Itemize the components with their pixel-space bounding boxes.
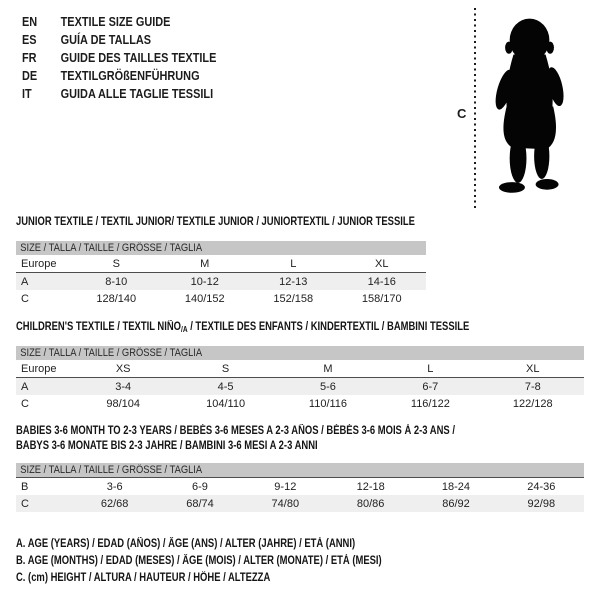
size-cell: 3-4 bbox=[72, 377, 175, 395]
table-row-height: C 128/140 140/152 152/158 158/170 bbox=[16, 290, 426, 307]
language-title: GUIDA ALLE TAGLIE TESSILI bbox=[60, 86, 214, 101]
size-cell: 12-18 bbox=[356, 480, 385, 493]
size-cell: 24-36 bbox=[527, 480, 556, 493]
size-cell: 158/170 bbox=[361, 292, 402, 305]
babies-title-line2: BABYS 3-6 MONATE BIS 2-3 JAHRE / BAMBINI… bbox=[16, 440, 318, 452]
table-row-age: A 3-4 4-5 5-6 6-7 7-8 bbox=[16, 377, 584, 395]
size-cell: 6-7 bbox=[379, 377, 482, 395]
size-header-bar: SIZE / TALLA / TAILLE / GRÖSSE / TAGLIA bbox=[16, 463, 584, 478]
language-title: GUÍA DE TALLAS bbox=[60, 32, 152, 47]
size-cell: 62/68 bbox=[72, 495, 158, 512]
legend-line-height: C. (cm) HEIGHT / ALTURA / HAUTEUR / HÖHE… bbox=[16, 572, 271, 584]
size-cell: 9-12 bbox=[274, 480, 297, 493]
size-cell: 7-8 bbox=[481, 377, 584, 395]
size-cell: 116/122 bbox=[410, 397, 450, 410]
size-cell: XL bbox=[337, 255, 426, 273]
language-title-list: EN TEXTILE SIZE GUIDE ES GUÍA DE TALLAS … bbox=[22, 13, 216, 103]
babies-size-table: SIZE / TALLA / TAILLE / GRÖSSE / TAGLIA … bbox=[16, 463, 584, 512]
size-header-label: SIZE / TALLA / TAILLE / GRÖSSE / TAGLIA bbox=[20, 347, 203, 359]
size-cell: 86/92 bbox=[413, 495, 499, 512]
height-c-label: C bbox=[457, 106, 467, 121]
language-code: FR bbox=[22, 50, 37, 65]
size-cell: 152/158 bbox=[273, 292, 314, 305]
legend-line-age-years: A. AGE (YEARS) / EDAD (AÑOS) / ÂGE (ANS)… bbox=[16, 538, 356, 550]
children-size-table: SIZE / TALLA / TAILLE / GRÖSSE / TAGLIA … bbox=[16, 346, 584, 412]
size-cell: 3-6 bbox=[106, 480, 123, 493]
size-header-bar: SIZE / TALLA / TAILLE / GRÖSSE / TAGLIA bbox=[16, 241, 426, 255]
children-title-suffix: / TEXTILE DES ENFANTS / KINDERTEXTIL / B… bbox=[187, 321, 470, 333]
row-label: A bbox=[16, 272, 72, 290]
size-cell: 140/152 bbox=[184, 292, 225, 305]
table-row-europe: Europe S M L XL bbox=[16, 255, 426, 273]
language-row-it: IT GUIDA ALLE TAGLIE TESSILI bbox=[22, 85, 216, 103]
language-code: IT bbox=[22, 86, 32, 101]
size-cell: 4-5 bbox=[174, 377, 277, 395]
size-cell: 12-13 bbox=[249, 272, 338, 290]
table-row-age: A 8-10 10-12 12-13 14-16 bbox=[16, 272, 426, 290]
table-row-height: C 62/68 68/74 74/80 80/86 86/92 92/98 bbox=[16, 495, 584, 512]
junior-table-title: JUNIOR TEXTILE / TEXTIL JUNIOR/ TEXTILE … bbox=[16, 216, 415, 228]
language-row-fr: FR GUIDE DES TAILLES TEXTILE bbox=[22, 49, 216, 67]
size-cell: XS bbox=[72, 360, 175, 378]
size-cell: L bbox=[249, 255, 338, 273]
toddler-silhouette-icon bbox=[495, 18, 564, 193]
language-row-es: ES GUÍA DE TALLAS bbox=[22, 31, 216, 49]
size-cell: S bbox=[174, 360, 277, 378]
size-cell: 110/116 bbox=[308, 397, 348, 410]
size-cell: 74/80 bbox=[242, 495, 328, 512]
measurement-legend: A. AGE (YEARS) / EDAD (AÑOS) / ÂGE (ANS)… bbox=[16, 536, 462, 587]
language-title: TEXTILE SIZE GUIDE bbox=[60, 14, 171, 29]
language-code: ES bbox=[22, 32, 37, 47]
language-row-de: DE TEXTILGRÖßENFÜHRUNG bbox=[22, 67, 216, 85]
row-label: C bbox=[16, 495, 72, 512]
language-title: TEXTILGRÖßENFÜHRUNG bbox=[60, 68, 200, 83]
size-cell: 128/140 bbox=[96, 292, 137, 305]
size-cell: 8-10 bbox=[72, 272, 161, 290]
size-cell: 6-9 bbox=[192, 480, 208, 493]
children-title-subscript: /A bbox=[181, 325, 188, 334]
size-cell: M bbox=[160, 255, 249, 273]
children-title-prefix: CHILDREN'S TEXTILE / TEXTIL NIÑO bbox=[16, 321, 182, 333]
size-cell: 5-6 bbox=[276, 377, 380, 395]
size-cell: 104/110 bbox=[206, 397, 246, 410]
table-row-months: B 3-6 6-9 9-12 12-18 18-24 24-36 bbox=[16, 478, 584, 496]
row-label: B bbox=[21, 480, 29, 493]
size-header-label: SIZE / TALLA / TAILLE / GRÖSSE / TAGLIA bbox=[20, 242, 203, 254]
size-cell: 10-12 bbox=[160, 272, 249, 290]
size-cell: 18-24 bbox=[441, 480, 471, 493]
row-label: Europe bbox=[16, 360, 72, 378]
size-cell: 98/104 bbox=[106, 397, 141, 410]
babies-title-line1: BABIES 3-6 MONTH TO 2-3 YEARS / BEBÉS 3-… bbox=[16, 425, 455, 437]
row-label: A bbox=[16, 377, 72, 395]
row-label: C bbox=[21, 292, 29, 305]
size-cell: 122/128 bbox=[512, 397, 553, 410]
size-cell: 92/98 bbox=[498, 495, 584, 512]
size-cell: M bbox=[276, 360, 380, 378]
language-code: EN bbox=[22, 14, 38, 29]
row-label: C bbox=[21, 397, 29, 410]
size-cell: 68/74 bbox=[157, 495, 243, 512]
language-code: DE bbox=[22, 68, 38, 83]
size-cell: S bbox=[72, 255, 161, 273]
size-cell: 14-16 bbox=[337, 272, 426, 290]
junior-size-table: SIZE / TALLA / TAILLE / GRÖSSE / TAGLIA … bbox=[16, 241, 426, 307]
language-title: GUIDE DES TAILLES TEXTILE bbox=[60, 50, 217, 65]
size-cell: 80/86 bbox=[327, 495, 414, 512]
size-header-label: SIZE / TALLA / TAILLE / GRÖSSE / TAGLIA bbox=[20, 464, 203, 476]
table-row-europe: Europe XS S M L XL bbox=[16, 360, 584, 378]
legend-line-age-months: B. AGE (MONTHS) / EDAD (MESES) / ÂGE (MO… bbox=[16, 555, 382, 567]
table-row-height: C 98/104 104/110 110/116 116/122 122/128 bbox=[16, 395, 584, 412]
size-header-bar: SIZE / TALLA / TAILLE / GRÖSSE / TAGLIA bbox=[16, 346, 584, 360]
size-cell: L bbox=[379, 360, 482, 378]
size-cell: XL bbox=[481, 360, 584, 378]
babies-table-title: BABIES 3-6 MONTH TO 2-3 YEARS / BEBÉS 3-… bbox=[16, 424, 455, 454]
language-row-en: EN TEXTILE SIZE GUIDE bbox=[22, 13, 216, 31]
height-dashed-line bbox=[474, 8, 476, 210]
row-label: Europe bbox=[16, 255, 72, 273]
children-table-title: CHILDREN'S TEXTILE / TEXTIL NIÑO/A / TEX… bbox=[16, 320, 469, 337]
